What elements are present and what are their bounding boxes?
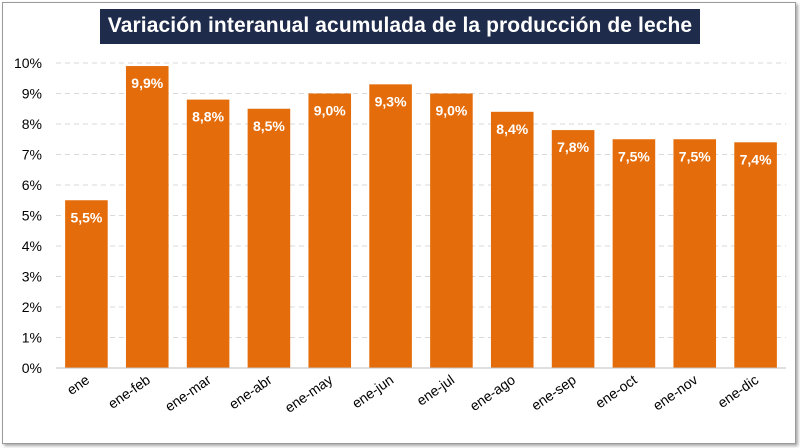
y-tick-label: 9% <box>22 86 42 102</box>
x-axis-ticks: ene ene-feb ene-mar ene-abr ene-may ene-jun en… <box>64 371 761 416</box>
y-tick-label: 0% <box>22 360 42 376</box>
y-tick-label: 7% <box>22 147 42 163</box>
bar-ene-oct <box>612 139 656 368</box>
x-tick-label: ene-sep <box>528 371 579 413</box>
data-label: 9,9% <box>131 75 163 91</box>
data-label: 7,5% <box>679 148 711 164</box>
gridlines <box>56 62 786 338</box>
data-label: 5,5% <box>70 209 102 225</box>
bar-ene-ago <box>490 111 534 369</box>
bar-ene <box>65 200 108 368</box>
y-axis-ticks: 0% 1% 2% 3% 4% 5% 6% 7% 8% 9% 10% <box>14 55 42 376</box>
y-tick-label: 3% <box>22 269 42 285</box>
bar-ene-mar <box>186 99 230 368</box>
bar-ene-dic <box>734 142 777 368</box>
x-tick-label: ene-jun <box>349 371 396 411</box>
y-tick-label: 4% <box>22 238 42 254</box>
bar-ene-nov <box>673 139 717 368</box>
y-tick-label: 8% <box>22 116 42 132</box>
y-tick-label: 6% <box>22 177 42 193</box>
data-label: 7,8% <box>557 139 589 155</box>
data-label: 8,4% <box>496 121 528 137</box>
y-tick-label: 2% <box>22 299 42 315</box>
chart-title: Variación interanual acumulada de la pro… <box>99 9 701 44</box>
data-label: 9,0% <box>314 103 346 119</box>
x-tick-label: ene-may <box>282 371 336 415</box>
bars <box>65 66 777 369</box>
data-label: 7,5% <box>618 148 650 164</box>
x-tick-label: ene-nov <box>650 371 701 413</box>
x-tick-label: ene-ago <box>467 371 518 414</box>
x-tick-label: ene-oct <box>592 371 640 411</box>
bar-ene-jun <box>369 84 412 368</box>
data-label: 8,5% <box>253 118 285 134</box>
y-tick-label: 10% <box>14 55 42 71</box>
x-tick-label: ene-feb <box>105 371 153 411</box>
bar-ene-jul <box>430 93 473 368</box>
x-tick-label: ene-jul <box>414 371 458 408</box>
bar-ene-sep <box>551 130 595 368</box>
bar-ene-abr <box>247 108 291 368</box>
bar-ene-may <box>308 93 352 368</box>
data-label: 8,8% <box>192 109 224 125</box>
chart-title-container: Variación interanual acumulada de la pro… <box>0 9 800 44</box>
x-tick-label: ene-mar <box>162 371 214 414</box>
data-label: 9,3% <box>375 93 407 109</box>
bar-ene-feb <box>125 66 169 369</box>
y-tick-label: 5% <box>22 208 42 224</box>
data-label: 9,0% <box>435 103 467 119</box>
data-labels: 5,5% 9,9% 8,8% 8,5% 9,0% 9,3% 9,0% 8,4% 7,8% 7,5%… <box>70 75 772 225</box>
y-tick-label: 1% <box>22 330 42 346</box>
x-tick-label: ene <box>64 371 92 398</box>
x-tick-label: ene-abr <box>226 371 275 412</box>
data-label: 7,4% <box>740 151 772 167</box>
x-tick-label: ene-dic <box>715 371 762 410</box>
